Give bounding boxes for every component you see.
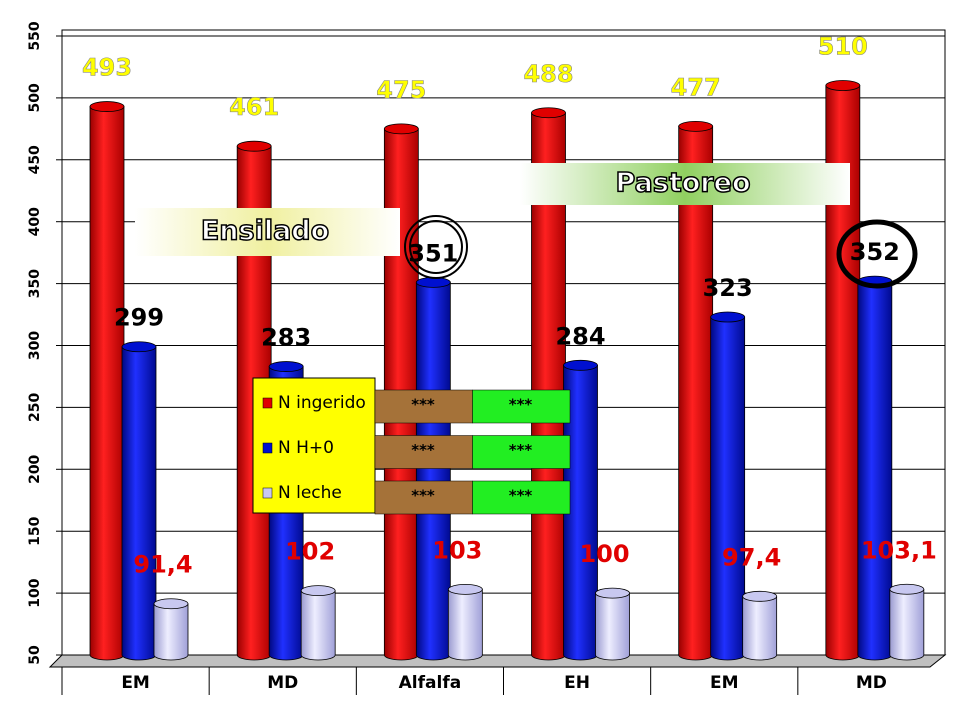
bar-top [121,341,157,353]
significance-cell [472,480,571,515]
bar-top [563,359,598,371]
y-tick-label: 450 [27,145,43,174]
bar-top [710,311,746,323]
significance-cell [374,389,473,424]
bar [857,280,893,661]
bar [595,592,630,661]
y-tick-label: 150 [27,516,43,545]
bar-top [595,587,630,599]
legend-swatch [262,442,273,454]
data-label: 323 [703,274,753,302]
y-tick-label: 200 [27,454,43,483]
significance-cell [472,435,571,469]
data-label: 510 [818,33,868,61]
x-tick-label: MD [267,673,298,693]
legend-label: N H+0 [278,438,334,458]
bar-top [889,583,925,595]
data-label: 97,4 [722,543,781,571]
legend [252,377,376,514]
data-label: 351 [408,239,458,267]
y-tick-label: 250 [27,393,43,422]
data-label: 493 [82,54,132,82]
annotation: Ensilado [201,216,329,247]
bar-top [89,101,125,112]
highlight-circle [836,219,918,289]
significance-cell [374,435,473,469]
banner [520,163,850,205]
significance-label: *** [411,441,435,459]
bar [710,316,746,661]
bar [742,595,778,661]
annotation: Pastoreo [616,168,751,199]
y-tick-label: 400 [27,207,43,236]
y-tick-label: 50 [27,645,43,665]
bar-top [383,123,419,135]
bar-top [678,120,714,132]
bar [121,346,157,661]
data-label: 103,1 [861,536,937,564]
data-label: 299 [114,304,164,332]
data-label: 461 [229,93,279,121]
data-label: 100 [579,540,629,568]
bar [415,281,451,661]
y-tick-label: 350 [27,269,43,298]
y-tick-label: 300 [27,331,43,360]
bar-top [447,583,483,595]
bar-top [300,585,336,597]
data-label: 102 [285,538,335,566]
bar [89,106,125,661]
data-label: 352 [850,238,900,266]
significance-label: *** [509,487,533,505]
x-tick-label: EM [121,673,150,693]
x-tick-label: MD [856,673,887,693]
plot-area [61,29,946,656]
bar-top [236,140,272,152]
data-label: 91,4 [133,551,192,579]
data-label: 103 [432,536,482,564]
bar-top [742,590,778,602]
bar [153,603,189,661]
significance-label: *** [411,487,435,505]
highlight-circle [404,215,468,279]
x-tick-label: Alfalfa [399,673,462,693]
bar-top [825,80,861,91]
y-tick-label: 100 [27,578,43,607]
bar-top [153,598,189,610]
x-tick-label: EM [710,673,739,693]
y-tick-label: 500 [27,83,43,112]
legend-swatch [262,397,273,409]
banner [135,208,400,256]
data-label: 488 [523,60,573,88]
significance-label: *** [509,396,533,414]
y-tick-label: 550 [27,21,43,50]
legend-label: N leche [278,483,342,503]
data-label: 284 [555,322,605,350]
highlight-circle [409,220,463,274]
bar-top [268,361,304,372]
bar [889,588,925,661]
bar [678,125,714,661]
x-tick-label: EH [564,673,590,693]
data-label: 477 [671,73,721,101]
legend-swatch [262,487,273,499]
significance-cell [472,389,571,424]
significance-cell [374,480,473,515]
bar-top [531,107,566,119]
significance-label: *** [509,441,533,459]
significance-label: *** [411,396,435,414]
data-label: 475 [376,76,426,104]
data-label: 283 [261,324,311,352]
bar [300,590,336,661]
legend-label: N ingerido [278,393,366,413]
bar [447,588,483,661]
